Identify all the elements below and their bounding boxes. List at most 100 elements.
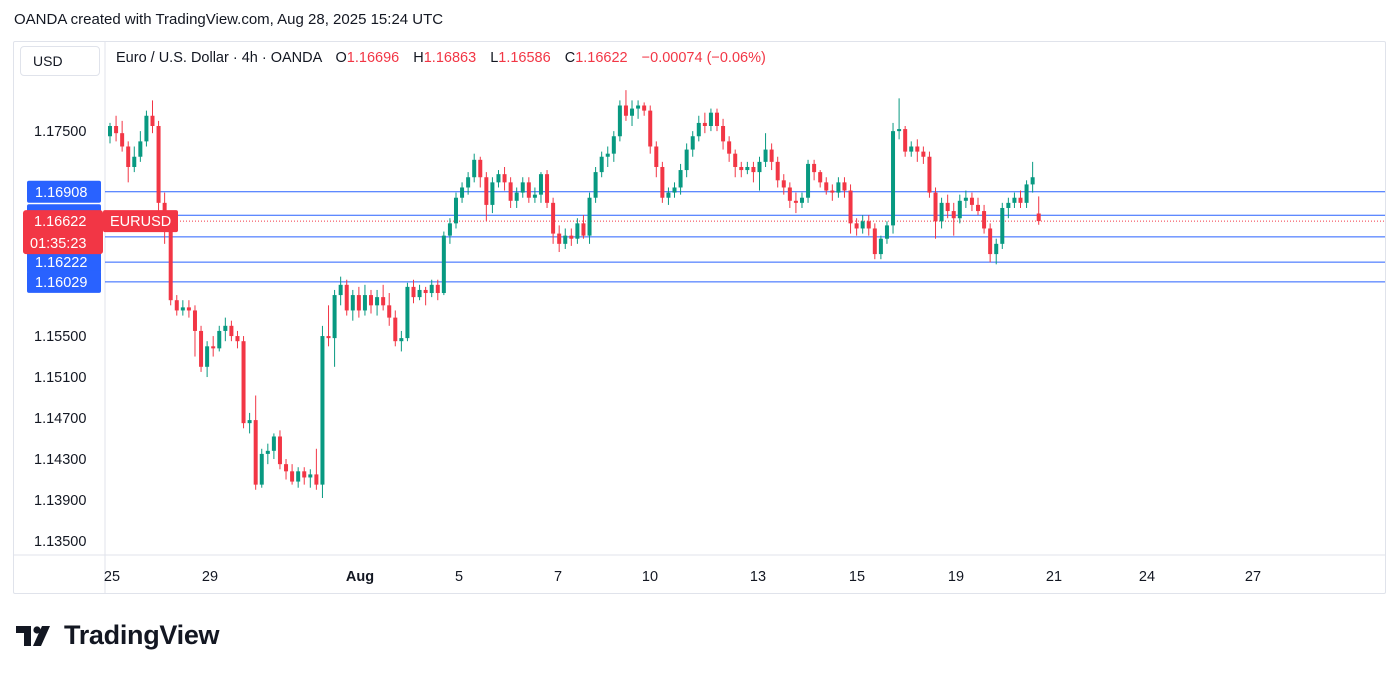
- candle[interactable]: [405, 282, 410, 342]
- candle[interactable]: [393, 310, 398, 347]
- candle[interactable]: [563, 228, 568, 249]
- candle[interactable]: [435, 279, 440, 301]
- candle[interactable]: [915, 139, 920, 162]
- candle[interactable]: [842, 177, 847, 198]
- candle[interactable]: [277, 430, 282, 470]
- candle[interactable]: [636, 100, 641, 119]
- candle[interactable]: [933, 187, 938, 239]
- candle[interactable]: [824, 177, 829, 195]
- candle[interactable]: [168, 218, 173, 306]
- candle[interactable]: [921, 146, 926, 164]
- candle[interactable]: [781, 174, 786, 195]
- candle[interactable]: [551, 197, 556, 244]
- candle[interactable]: [575, 218, 580, 244]
- candle[interactable]: [369, 289, 374, 314]
- candle[interactable]: [350, 289, 355, 321]
- candle[interactable]: [702, 112, 707, 134]
- candle[interactable]: [229, 320, 234, 342]
- candle[interactable]: [460, 182, 465, 203]
- candle[interactable]: [108, 122, 112, 144]
- candle[interactable]: [751, 161, 756, 183]
- candle[interactable]: [211, 336, 216, 357]
- candle[interactable]: [878, 235, 883, 260]
- candle[interactable]: [1018, 190, 1023, 208]
- candle[interactable]: [757, 156, 762, 191]
- candle[interactable]: [302, 467, 307, 485]
- candle[interactable]: [1036, 196, 1041, 225]
- candle[interactable]: [545, 170, 550, 208]
- candle[interactable]: [1030, 161, 1035, 193]
- candle[interactable]: [830, 184, 835, 201]
- candle[interactable]: [648, 105, 653, 154]
- candle[interactable]: [156, 120, 161, 214]
- candle[interactable]: [630, 100, 635, 126]
- candle[interactable]: [1006, 197, 1011, 219]
- candle[interactable]: [891, 122, 896, 234]
- candle[interactable]: [623, 90, 628, 121]
- candle[interactable]: [769, 143, 774, 171]
- candle[interactable]: [988, 223, 993, 263]
- candle[interactable]: [526, 177, 531, 203]
- candle[interactable]: [496, 170, 501, 188]
- candle[interactable]: [982, 204, 987, 234]
- candle[interactable]: [120, 120, 125, 152]
- candle[interactable]: [678, 163, 683, 195]
- candle[interactable]: [957, 194, 962, 224]
- candle[interactable]: [490, 177, 495, 214]
- candle[interactable]: [909, 141, 914, 157]
- candle[interactable]: [265, 443, 270, 465]
- candle[interactable]: [836, 177, 841, 198]
- candle[interactable]: [727, 136, 732, 162]
- candle[interactable]: [174, 295, 179, 316]
- candle[interactable]: [696, 115, 701, 142]
- candle[interactable]: [423, 286, 428, 306]
- candle[interactable]: [969, 192, 974, 212]
- candle[interactable]: [605, 146, 610, 167]
- candle[interactable]: [180, 300, 185, 316]
- candle[interactable]: [362, 284, 367, 316]
- candle[interactable]: [126, 141, 131, 183]
- candle[interactable]: [114, 115, 119, 142]
- candle[interactable]: [247, 412, 252, 434]
- candle[interactable]: [532, 187, 537, 203]
- candle[interactable]: [672, 182, 677, 198]
- candle[interactable]: [854, 218, 859, 236]
- candle[interactable]: [939, 197, 944, 229]
- candle[interactable]: [945, 194, 950, 219]
- candle[interactable]: [812, 159, 817, 181]
- candle[interactable]: [308, 469, 313, 488]
- candle[interactable]: [466, 172, 471, 195]
- candle[interactable]: [715, 108, 719, 132]
- candle[interactable]: [132, 146, 137, 173]
- candle[interactable]: [666, 187, 671, 205]
- candle[interactable]: [514, 187, 519, 208]
- candle[interactable]: [478, 156, 483, 188]
- candle[interactable]: [205, 341, 210, 378]
- candle[interactable]: [860, 215, 865, 234]
- candle[interactable]: [927, 151, 932, 198]
- candle[interactable]: [733, 149, 738, 178]
- candle[interactable]: [199, 325, 204, 372]
- candle[interactable]: [976, 197, 981, 216]
- candle[interactable]: [375, 289, 380, 316]
- candle[interactable]: [1000, 202, 1005, 249]
- candle[interactable]: [660, 161, 665, 203]
- candle[interactable]: [314, 448, 319, 490]
- candle[interactable]: [290, 464, 295, 485]
- candle[interactable]: [192, 305, 197, 357]
- candle[interactable]: [381, 284, 386, 311]
- candle[interactable]: [1012, 192, 1017, 208]
- candle[interactable]: [708, 108, 713, 132]
- candle[interactable]: [411, 279, 416, 304]
- candle[interactable]: [429, 279, 434, 298]
- candle[interactable]: [581, 215, 586, 239]
- candle[interactable]: [472, 153, 477, 183]
- candle[interactable]: [241, 336, 246, 429]
- candle[interactable]: [793, 192, 798, 214]
- candle[interactable]: [587, 192, 592, 244]
- candle[interactable]: [217, 325, 222, 352]
- candle[interactable]: [593, 166, 598, 203]
- candle[interactable]: [763, 133, 768, 167]
- currency-selector[interactable]: USD: [20, 46, 100, 76]
